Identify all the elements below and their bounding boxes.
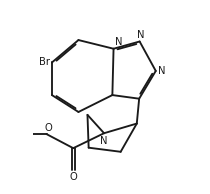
Text: O: O bbox=[69, 172, 77, 182]
Text: N: N bbox=[158, 66, 166, 76]
Text: N: N bbox=[136, 30, 144, 40]
Text: N: N bbox=[100, 136, 107, 146]
Text: Br: Br bbox=[39, 57, 50, 67]
Text: O: O bbox=[45, 123, 52, 133]
Text: N: N bbox=[115, 37, 122, 47]
